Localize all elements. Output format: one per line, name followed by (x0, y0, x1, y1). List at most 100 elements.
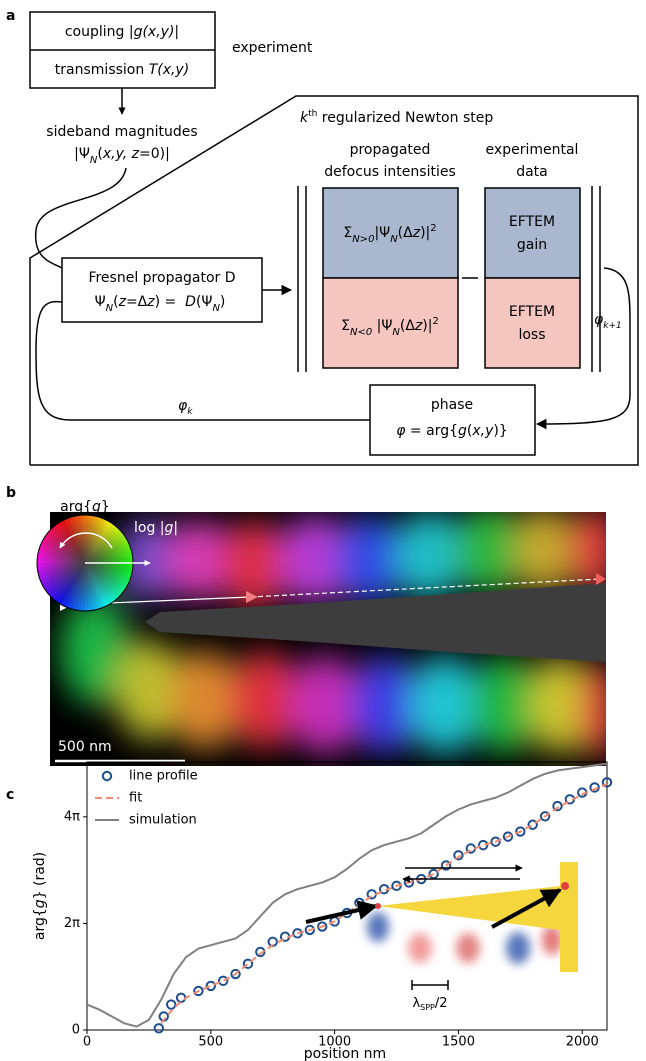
text: arg{ (60, 499, 92, 515)
inset-diagram: λSPP/2 (306, 862, 578, 1012)
text: (Δ (400, 318, 415, 334)
text: T(x,y) (149, 62, 190, 78)
y-tick-label: 0 (72, 1023, 80, 1038)
text: g (32, 899, 48, 908)
text: log | (134, 520, 165, 536)
page: {"panel_a": {"label": "a", "coupling": [… (0, 0, 646, 1061)
wheel-radius-label: log |g| (134, 520, 178, 536)
figure: a coupling |g(x,y)| transmission T(x,y) … (0, 0, 646, 1061)
x-tick-label: 1000 (318, 1035, 351, 1050)
text: |Ψ (372, 318, 392, 334)
newton-label: kth regularized Newton step (300, 109, 493, 127)
text: D (185, 294, 196, 310)
y-tick-label: 4π (64, 809, 80, 824)
fresnel-label: Fresnel propagator D (88, 270, 235, 286)
x-tick-label: 1500 (442, 1035, 475, 1050)
experimental-label: data (516, 164, 548, 180)
text: 2 (432, 316, 438, 327)
data-point (207, 982, 215, 990)
legend-label: simulation (129, 813, 197, 828)
sideband-formula: |ΨN(x,y, z=0)| (74, 146, 170, 166)
data-point (167, 1000, 175, 1008)
text: transmission (55, 62, 149, 78)
phase-label: phase (431, 397, 473, 413)
experimental-label: experimental (486, 142, 579, 158)
text: g (165, 520, 174, 536)
eftem-label: loss (518, 327, 545, 343)
eftem-label: EFTEM (509, 304, 555, 320)
panel-b: b (6, 485, 620, 766)
text: | (173, 520, 178, 536)
text: Σ (341, 318, 350, 334)
text: |Ψ (374, 225, 390, 241)
transmission-label: transmission T(x,y) (55, 62, 189, 78)
text: = arg{ (405, 423, 458, 439)
text: Ψ (95, 294, 106, 310)
text: } (101, 499, 110, 515)
propagated-label: defocus intensities (324, 164, 456, 180)
y-tick-label: 2π (64, 916, 80, 931)
legend-label: fit (129, 791, 142, 806)
eftem-label: EFTEM (509, 214, 555, 230)
text: Σ (343, 225, 352, 241)
fresnel-box (62, 258, 262, 322)
x-tick-label: 2000 (566, 1035, 599, 1050)
text: k (187, 407, 193, 417)
phi-k1-label: φk+1 (594, 312, 622, 331)
connector (36, 168, 126, 268)
text: ) = (155, 294, 186, 310)
text: (Δ (398, 225, 413, 241)
text: )| (420, 225, 430, 241)
text: regularized Newton step (317, 110, 493, 126)
text: } (rad) (32, 852, 48, 900)
propagated-label: propagated (350, 142, 431, 158)
text: | (174, 24, 179, 40)
data-point (219, 977, 227, 985)
panel-a: a coupling |g(x,y)| transmission T(x,y) … (6, 8, 638, 465)
data-point (177, 994, 185, 1002)
text: 2 (430, 223, 436, 234)
wheel-angle-label: arg{g} (60, 499, 110, 515)
panel-label: a (6, 8, 15, 24)
x-tick-label: 0 (83, 1035, 91, 1050)
sideband-label: sideband magnitudes (46, 124, 197, 140)
scale-bar-label: 500 nm (58, 739, 112, 755)
text: N>0 (352, 234, 374, 245)
text: |Ψ (74, 146, 90, 162)
phase-formula: φ = arg{g(x,y)} (396, 423, 508, 439)
legend-label: line profile (129, 769, 198, 784)
text: (Ψ (196, 294, 212, 310)
eftem-label: gain (517, 237, 547, 253)
text: ) (220, 294, 225, 310)
x-tick-label: 500 (198, 1035, 223, 1050)
text: =Δ (126, 294, 148, 310)
text: x,y (471, 423, 494, 439)
phase-box (370, 385, 535, 455)
text: g(x,y) (134, 24, 175, 40)
text: k+1 (603, 321, 621, 331)
text: )} (493, 423, 507, 439)
text: arg{ (32, 908, 48, 940)
coupling-label: coupling |g(x,y)| (65, 24, 179, 40)
experiment-label: experiment (232, 40, 313, 56)
text: N<0 (350, 327, 372, 338)
inset-label: λSPP/2 (412, 996, 447, 1013)
arrow (306, 906, 376, 922)
panel-label: c (6, 787, 14, 803)
tip-apex (561, 882, 569, 890)
y-axis-label: arg{g} (rad) (32, 852, 48, 940)
text: g (92, 499, 101, 515)
text: SPP (420, 1003, 435, 1012)
phi-k-label: φk (178, 398, 193, 417)
text: =0)| (139, 146, 170, 162)
text: coupling | (65, 24, 134, 40)
inset-scale-bar (412, 980, 448, 990)
panel-label: b (6, 485, 16, 501)
text: g (458, 423, 467, 439)
eftem-loss-box (485, 278, 580, 368)
text: /2 (435, 996, 448, 1011)
data-point (155, 1024, 163, 1032)
text: th (308, 109, 317, 119)
text: x,y, z (102, 146, 140, 162)
legend-marker (103, 772, 111, 780)
